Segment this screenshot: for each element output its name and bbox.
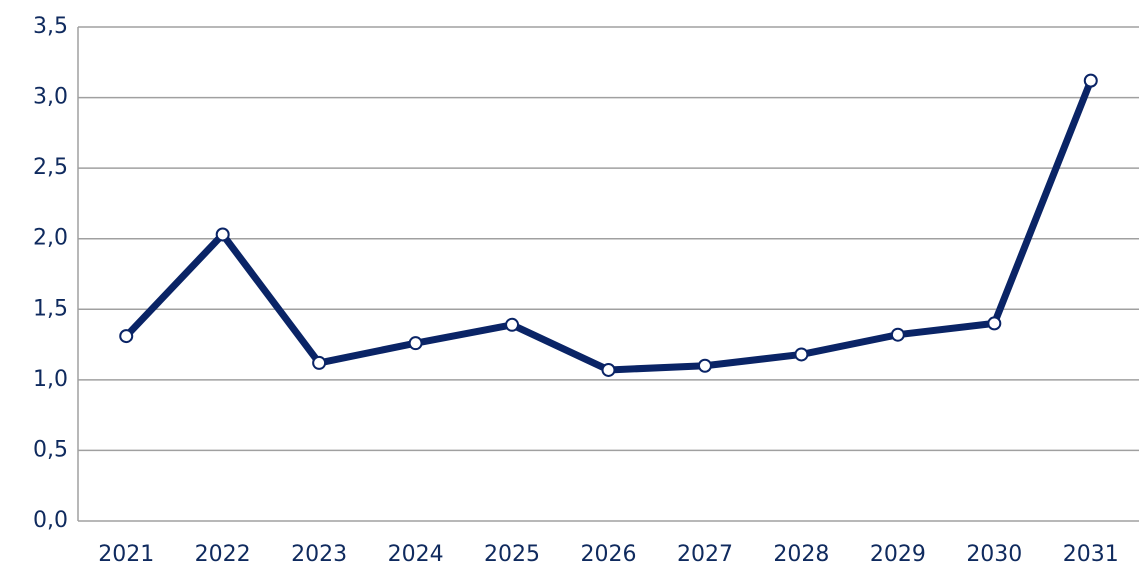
point [505, 317, 520, 332]
y-tick-label: 2,5 [33, 155, 68, 180]
point [119, 329, 134, 344]
y-tick-label: 0,0 [33, 508, 68, 533]
y-tick-label: 3,0 [33, 85, 68, 110]
point [601, 362, 616, 377]
point [312, 355, 327, 370]
point [1083, 73, 1098, 88]
y-tick-label: 1,0 [33, 367, 68, 392]
x-tick-label: 2024 [388, 542, 444, 567]
point [890, 327, 905, 342]
x-tick-label: 2026 [581, 542, 637, 567]
x-tick-label: 2028 [773, 542, 829, 567]
y-tick-label: 3,5 [33, 14, 68, 39]
x-tick-label: 2031 [1063, 542, 1119, 567]
y-tick-label: 1,5 [33, 296, 68, 321]
line [123, 79, 1095, 374]
point [987, 316, 1002, 331]
point [408, 336, 423, 351]
y-tick-label: 0,5 [33, 437, 68, 462]
y-tick-label: 2,0 [33, 226, 68, 251]
point [215, 227, 230, 242]
x-tick-label: 2025 [484, 542, 540, 567]
x-tick-label: 2030 [966, 542, 1022, 567]
x-tick-label: 2023 [291, 542, 347, 567]
x-tick-label: 2027 [677, 542, 733, 567]
x-tick-label: 2021 [98, 542, 154, 567]
x-tick-label: 2022 [195, 542, 251, 567]
x-tick-label: 2029 [870, 542, 926, 567]
point [697, 358, 712, 373]
point [794, 347, 809, 362]
